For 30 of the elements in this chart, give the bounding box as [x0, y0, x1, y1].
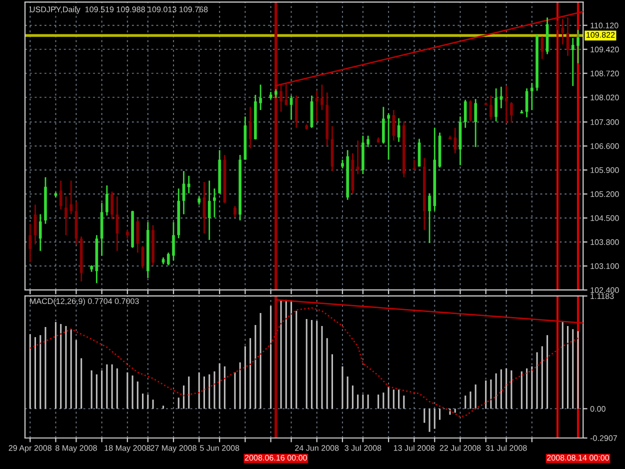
- x-tick-label: 31 Jul 2008: [486, 444, 527, 451]
- y-tick-label: 109.420: [590, 46, 619, 52]
- x-tick-label: 18 May 2008: [104, 445, 150, 452]
- y-tick-label: 108.020: [590, 94, 619, 100]
- y-tick-label: 0.00: [590, 406, 606, 412]
- y-tick-label: 106.600: [590, 143, 619, 149]
- x-tick-label: 22 Jul 2008: [440, 444, 481, 451]
- y-tick-label: 108.720: [590, 70, 619, 76]
- x-tick-label: 13 Jul 2008: [394, 444, 435, 451]
- y-tick-label: 105.200: [590, 191, 619, 197]
- x-tick-label: 27 May 2008: [150, 445, 196, 452]
- y-tick-label: 103.100: [590, 263, 619, 269]
- y-tick-label: 1.1183: [590, 293, 614, 299]
- ref-line-label: 109.822: [586, 32, 615, 38]
- y-tick-label: 102.400: [590, 287, 619, 293]
- x-tick-label: 8 May 2008: [56, 445, 97, 452]
- y-tick-label: 104.500: [590, 215, 619, 221]
- x-tick-label: 3 Jul 2008: [344, 444, 382, 451]
- ref-line-label: 2008.08.14 00:00: [547, 454, 610, 461]
- x-tick-label: 5 Jun 2008: [200, 445, 240, 451]
- x-tick-label: 24 Jun 2008: [295, 445, 339, 451]
- y-tick-label: 107.300: [590, 119, 619, 125]
- ref-line-label: 2008.06.16 00:00: [244, 454, 307, 461]
- chart-title: MACD(12,26,9) 0.7704 0.7003: [30, 298, 139, 306]
- y-tick-label: 103.800: [590, 239, 619, 245]
- y-tick-label: 105.900: [590, 167, 619, 173]
- x-tick-label: 29 Apr 2008: [8, 445, 52, 452]
- y-tick-label: 110.120: [590, 22, 618, 28]
- y-tick-label: -0.2907: [590, 435, 617, 441]
- text: USDJPY,Daily 109.519 109.988 109.013 109.768: [30, 6, 208, 14]
